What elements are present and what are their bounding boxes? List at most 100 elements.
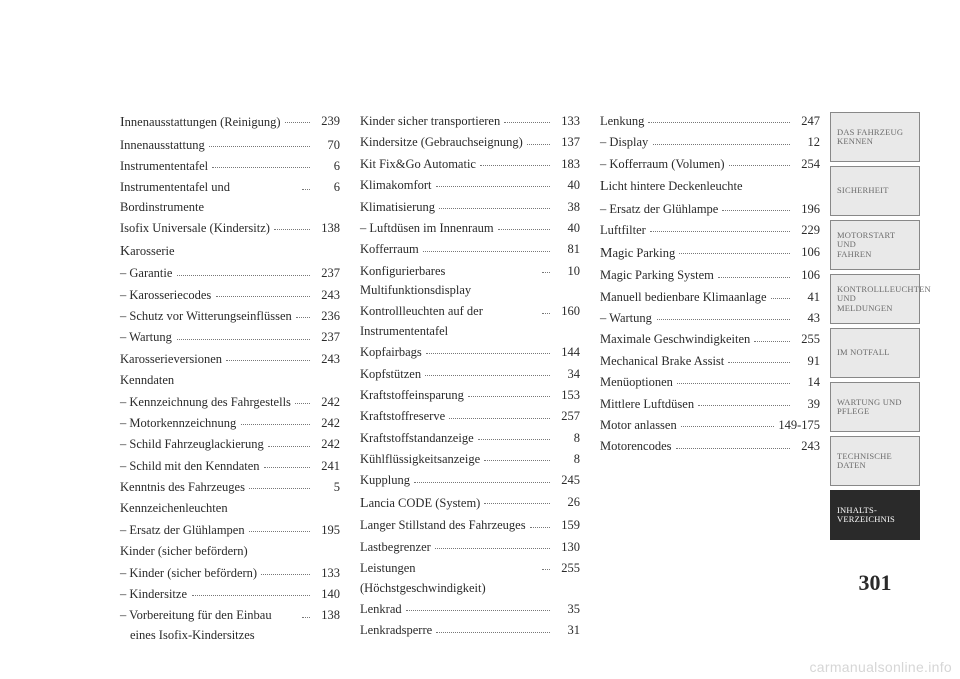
index-page: 38 [554,198,580,217]
leader-dots [261,564,310,575]
index-page: 133 [314,564,340,583]
index-label: Karosseriecodes [120,286,212,305]
index-page: 8 [554,450,580,469]
leader-dots [718,266,790,277]
leader-dots [226,350,310,361]
leader-dots [268,435,310,446]
index-subentry: Vorbereitung für den Einbau eines Isofix… [120,606,340,645]
section-tab[interactable]: INHALTS- VERZEICHNIS [830,490,920,540]
leader-dots [527,133,550,144]
section-tab[interactable]: DAS FAHRZEUG KENNEN [830,112,920,162]
section-tab[interactable]: WARTUNG UND PFLEGE [830,382,920,432]
index-page: 255 [794,330,820,349]
index-subentry: Ersatz der Glühlampen195 [120,521,340,540]
index-page: 40 [554,219,580,238]
index-label: Kenntnis des Fahrzeuges [120,478,245,497]
index-label: Magic Parking [600,243,675,265]
index-entry: Innenausstattung70 [120,136,340,155]
index-entry: Mittlere Luftdüsen39 [600,395,820,414]
index-label: Leistungen (Höchstgeschwindigkeit) [360,559,538,598]
index-label: Luftfilter [600,221,646,240]
index-label: Klimatisierung [360,198,435,217]
leader-dots [542,262,550,273]
index-label: Konfigurierbares Multifunktionsdisplay [360,262,538,301]
index-label: Innenausstattung [120,136,205,155]
index-page: 12 [794,133,820,152]
leader-dots [480,155,550,166]
index-label: Klimakomfort [360,176,432,195]
index-label: Lancia CODE (System) [360,493,480,515]
leader-dots [439,198,550,209]
leader-dots [542,302,550,313]
index-label: Ersatz der Glühlampe [600,200,718,219]
index-page: 236 [314,307,340,326]
index-label: Display [600,133,649,152]
index-subentry: Wartung237 [120,328,340,347]
index-label: Karosserie [120,241,175,263]
index-label: Lenkung [600,112,644,131]
section-tab[interactable]: TECHNISCHE DATEN [830,436,920,486]
index-page: 81 [554,240,580,259]
index-entry: Lancia CODE (System)26 [360,493,580,515]
index-subentry: Kennzeichnung des Fahrgestells242 [120,393,340,412]
index-page: 229 [794,221,820,240]
index-label: Licht hintere Deckenleuchte [600,176,743,198]
index-label: Luftdüsen im Innenraum [360,219,494,238]
index-page: 137 [554,133,580,152]
leader-dots [698,395,790,406]
section-tabs: DAS FAHRZEUG KENNENSICHERHEITMOTORSTART … [830,112,920,540]
index-entry: Kraftstoffreserve257 [360,407,580,426]
leader-dots [484,450,550,461]
index-label: Instrumententafel und Bordinstrumente [120,178,298,217]
index-label: Kraftstoffeinsparung [360,386,464,405]
index-label: Kontrollleuchten auf der Instrumententaf… [360,302,538,341]
index-page: 106 [794,266,820,285]
index-entry: Kofferraum81 [360,240,580,259]
index-subentry: Kofferraum (Volumen)254 [600,155,820,174]
index-entry: Kenndaten [120,371,340,390]
index-page: 243 [314,350,340,369]
section-tab[interactable]: KONTROLLLEUCHTEN UND MELDUNGEN [830,274,920,324]
index-label: Instrumententafel [120,157,208,176]
index-label: Manuell bedienbare Klimaanlage [600,288,767,307]
watermark: carmanualsonline.info [810,659,953,675]
index-label: Motorkennzeichnung [120,414,237,433]
index-label: Innenausstattungen (Reinigung) [120,112,281,134]
leader-dots [679,243,790,254]
index-page: 243 [314,286,340,305]
section-tab[interactable]: SICHERHEIT [830,166,920,216]
index-entry: Kontrollleuchten auf der Instrumententaf… [360,302,580,341]
leader-dots [264,457,310,468]
leader-dots [425,365,550,376]
index-entry: Instrumententafel und Bordinstrumente6 [120,178,340,217]
index-subentry: Kinder (sicher befördern)133 [120,564,340,583]
index-entry: Kupplung245 [360,471,580,490]
leader-dots [423,240,550,251]
index-subentry: Luftdüsen im Innenraum 40 [360,219,580,238]
leader-dots [653,133,790,144]
index-page: 242 [314,414,340,433]
index-page: 6 [314,157,340,176]
index-label: Kinder sicher transportieren [360,112,500,131]
leader-dots [498,219,550,230]
index-label: Schutz vor Witterungseinflüssen [120,307,292,326]
index-label: Menüoptionen [600,373,673,392]
section-tab[interactable]: MOTORSTART UND FAHREN [830,220,920,270]
index-columns: Innenausstattungen (Reinigung)239Innenau… [120,112,820,652]
index-entry: Kraftstoffeinsparung153 [360,386,580,405]
page-number: 301 [830,570,920,596]
index-page: 237 [314,264,340,283]
leader-dots [426,343,550,354]
section-tab[interactable]: IM NOTFALL [830,328,920,378]
index-label: Langer Stillstand des Fahrzeuges [360,516,526,535]
leader-dots [728,352,790,363]
leader-dots [771,288,790,299]
leader-dots [249,478,310,489]
index-entry: Karosserieversionen243 [120,350,340,369]
leader-dots [648,112,790,123]
index-entry: Langer Stillstand des Fahrzeuges159 [360,516,580,535]
index-label: Kit Fix&Go Automatic [360,155,476,174]
index-entry: Magic Parking106 [600,243,820,265]
leader-dots [436,621,550,632]
index-entry: Motor anlassen149-175 [600,416,820,435]
